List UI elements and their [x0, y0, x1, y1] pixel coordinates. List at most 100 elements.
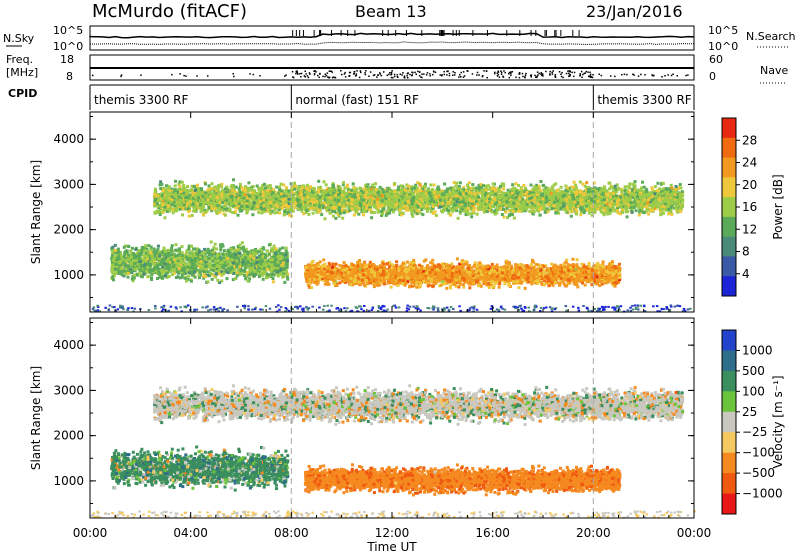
- nave-dot: [259, 75, 261, 77]
- nave-dot: [651, 74, 653, 76]
- data-cell: [257, 204, 261, 208]
- data-cell: [254, 273, 258, 276]
- data-cell: [242, 274, 246, 277]
- data-cell: [679, 186, 683, 190]
- data-cell: [186, 185, 189, 188]
- data-cell: [302, 212, 306, 216]
- data-cell: [213, 191, 217, 195]
- data-cell: [602, 213, 606, 217]
- data-cell: [493, 212, 497, 216]
- data-cell: [278, 256, 282, 260]
- data-cell: [146, 255, 149, 259]
- date-title: 23/Jan/2016: [586, 2, 683, 21]
- data-cell: [259, 247, 263, 251]
- data-cell: [218, 261, 222, 264]
- nave-dot: [447, 70, 449, 72]
- nave-dot: [390, 76, 393, 79]
- nave-dot: [326, 72, 329, 74]
- data-cell: [113, 243, 117, 247]
- data-cell: [167, 256, 171, 260]
- data-cell: [170, 273, 174, 277]
- nave-dot: [411, 71, 413, 73]
- data-cell: [249, 196, 253, 200]
- data-cell: [132, 260, 135, 264]
- nave-dot: [549, 74, 551, 76]
- data-cell: [190, 250, 194, 254]
- data-cell: [136, 262, 140, 266]
- data-cell: [123, 262, 127, 266]
- data-cell: [130, 277, 134, 281]
- data-cell: [236, 254, 240, 258]
- data-cell: [175, 248, 179, 252]
- data-cell: [195, 268, 198, 272]
- data-cell: [271, 250, 275, 254]
- data-cell: [185, 250, 189, 254]
- data-cell: [140, 264, 144, 268]
- data-cell: [161, 274, 165, 278]
- data-cell: [243, 252, 246, 256]
- data-cell: [204, 265, 208, 268]
- nave-dot: [392, 76, 394, 79]
- nave-dot: [462, 76, 465, 78]
- data-cell: [149, 245, 153, 249]
- data-cell: [430, 208, 434, 212]
- data-cell: [263, 259, 267, 263]
- data-cell: [364, 187, 368, 191]
- data-cell: [224, 268, 228, 272]
- data-cell: [472, 209, 476, 213]
- nave-dot: [306, 75, 309, 77]
- nave-dot: [458, 76, 460, 78]
- data-cell: [248, 250, 252, 254]
- data-cell: [137, 271, 141, 275]
- data-cell: [116, 247, 120, 251]
- data-cell: [554, 208, 558, 211]
- data-cell: [110, 257, 114, 261]
- data-cell: [285, 265, 289, 269]
- data-cell: [653, 194, 657, 198]
- data-cell: [271, 266, 275, 270]
- data-cell: [652, 190, 656, 193]
- nave-dot: [403, 75, 406, 77]
- data-cell: [145, 259, 149, 263]
- data-cell: [127, 258, 131, 262]
- data-cell: [163, 250, 167, 254]
- data-cell: [502, 215, 506, 219]
- nave-dot: [522, 75, 524, 78]
- data-cell: [176, 260, 180, 264]
- data-cell: [170, 187, 174, 191]
- nave-dot: [252, 73, 255, 76]
- data-cell: [229, 271, 233, 275]
- data-cell: [176, 206, 180, 210]
- nave-dot: [554, 74, 557, 76]
- data-cell: [208, 274, 211, 278]
- nave-dot: [292, 76, 295, 79]
- data-cell: [411, 214, 415, 218]
- data-cell: [279, 268, 283, 272]
- nave-dot: [331, 71, 333, 73]
- data-cell: [152, 267, 156, 271]
- data-cell: [191, 263, 195, 266]
- nave-dot: [358, 76, 361, 79]
- nave-dot: [587, 71, 589, 73]
- nave-dot: [285, 74, 287, 76]
- data-cell: [266, 268, 270, 272]
- nave-dot: [482, 75, 484, 77]
- data-cell: [561, 207, 565, 211]
- data-cell: [180, 275, 184, 279]
- nave-dot: [582, 73, 584, 76]
- nave-dot: [353, 70, 356, 73]
- nave-dot: [452, 74, 454, 76]
- nave-dot: [600, 74, 603, 77]
- nave-dot: [664, 75, 666, 77]
- nave-dot: [460, 76, 462, 78]
- data-cell: [118, 270, 122, 274]
- nave-dot: [485, 70, 488, 72]
- data-cell: [393, 207, 397, 211]
- data-cell: [186, 277, 190, 281]
- data-cell: [156, 277, 159, 280]
- data-cell: [567, 189, 571, 193]
- data-cell: [325, 188, 329, 192]
- data-cell: [187, 274, 191, 278]
